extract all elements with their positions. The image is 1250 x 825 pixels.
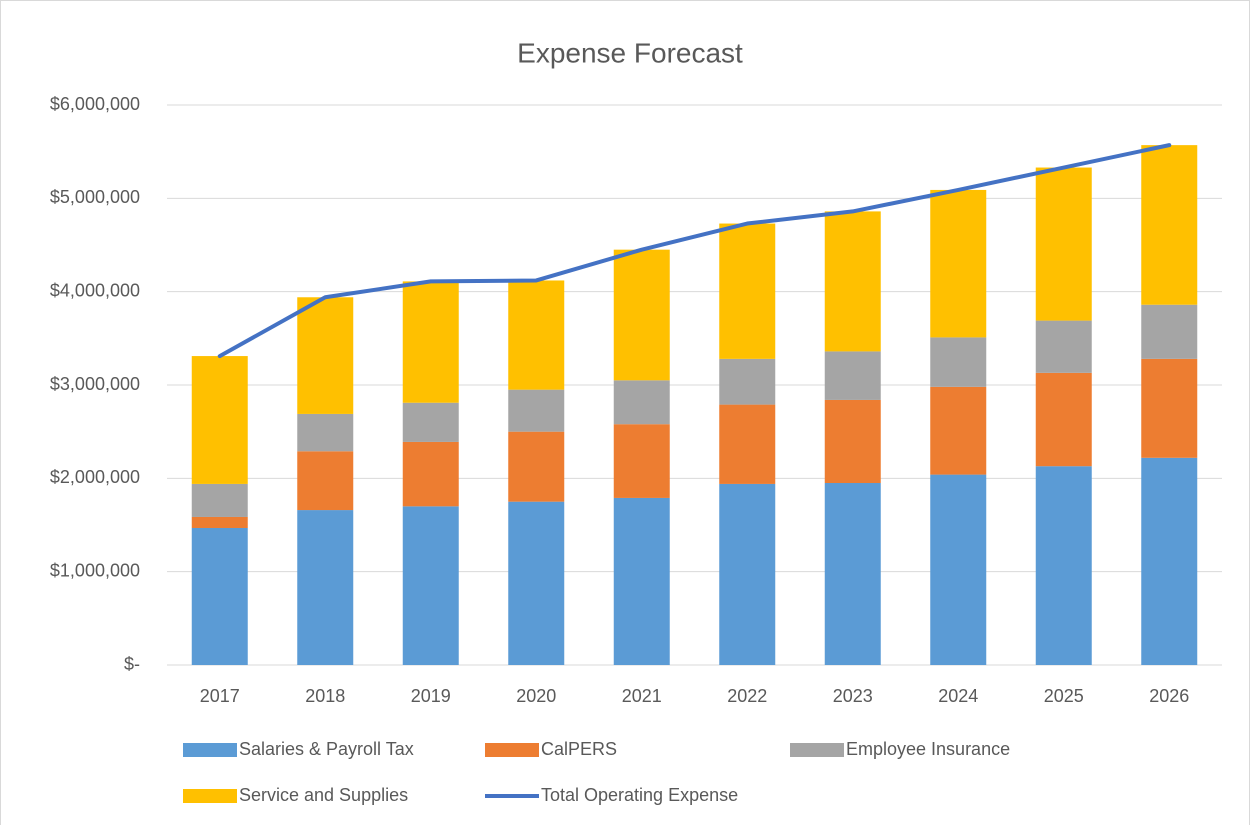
bar-segment (824, 211, 881, 352)
bar-segment (824, 399, 881, 483)
line-series (217, 143, 1172, 359)
bar-segment (930, 189, 987, 338)
bar-segment (930, 474, 987, 665)
bar-segment (402, 506, 459, 665)
bar-segment (508, 280, 565, 390)
bar-segment (1141, 358, 1198, 458)
x-tick-label: 2024 (938, 686, 978, 706)
chart-title: Expense Forecast (517, 37, 743, 68)
bar-segment (191, 483, 248, 517)
bar-segment (719, 483, 776, 665)
bar-segment (930, 386, 987, 475)
bar-segment (824, 483, 881, 665)
legend-label: Total Operating Expense (541, 785, 738, 805)
bar-segment (402, 402, 459, 442)
y-tick-label: $2,000,000 (50, 467, 140, 487)
y-tick-label: $6,000,000 (50, 94, 140, 114)
bar-segment (613, 249, 670, 381)
legend-swatch (183, 743, 237, 757)
bar-segment (1035, 320, 1092, 373)
x-tick-label: 2018 (305, 686, 345, 706)
bar-segment (191, 516, 248, 528)
bar-segment (1035, 466, 1092, 665)
x-tick-label: 2023 (833, 686, 873, 706)
legend-label: Service and Supplies (239, 785, 408, 805)
legend-swatch (183, 789, 237, 803)
x-tick-label: 2025 (1044, 686, 1084, 706)
bar-segment (508, 501, 565, 665)
bar-segment (719, 223, 776, 359)
legend-label: Salaries & Payroll Tax (239, 739, 414, 759)
legend-label: Employee Insurance (846, 739, 1010, 759)
y-tick-label: $3,000,000 (50, 374, 140, 394)
bar-segment (191, 356, 248, 484)
bar-segment (613, 497, 670, 665)
bar-segment (1141, 457, 1198, 665)
bar-segment (613, 380, 670, 425)
bar-segment (508, 389, 565, 432)
x-tick-label: 2022 (727, 686, 767, 706)
bar-segment (508, 431, 565, 502)
bar-segment (1141, 145, 1198, 305)
bar-segment (297, 451, 354, 511)
x-tick-label: 2020 (516, 686, 556, 706)
bar-segment (297, 297, 354, 414)
bar-segment (1141, 304, 1198, 359)
y-tick-label: $5,000,000 (50, 187, 140, 207)
x-tick-label: 2017 (200, 686, 240, 706)
bar-segment (930, 337, 987, 387)
bar-segment (613, 424, 670, 498)
y-tick-label: $4,000,000 (50, 280, 140, 300)
bar-segment (402, 441, 459, 507)
bar-segment (1035, 167, 1092, 321)
bar-segment (1035, 372, 1092, 467)
bar-segment (297, 510, 354, 665)
x-tick-label: 2026 (1149, 686, 1189, 706)
legend-label: CalPERS (541, 739, 617, 759)
bar-segment (824, 351, 881, 400)
bar-segment (297, 413, 354, 452)
legend-swatch (485, 743, 539, 757)
bar-segment (719, 404, 776, 484)
legend-swatch (790, 743, 844, 757)
x-tick-label: 2019 (411, 686, 451, 706)
bar-segment (719, 358, 776, 405)
y-tick-label: $- (124, 654, 140, 674)
bar-segment (402, 281, 459, 403)
x-tick-label: 2021 (622, 686, 662, 706)
y-tick-label: $1,000,000 (50, 560, 140, 580)
bar-segment (191, 527, 248, 665)
